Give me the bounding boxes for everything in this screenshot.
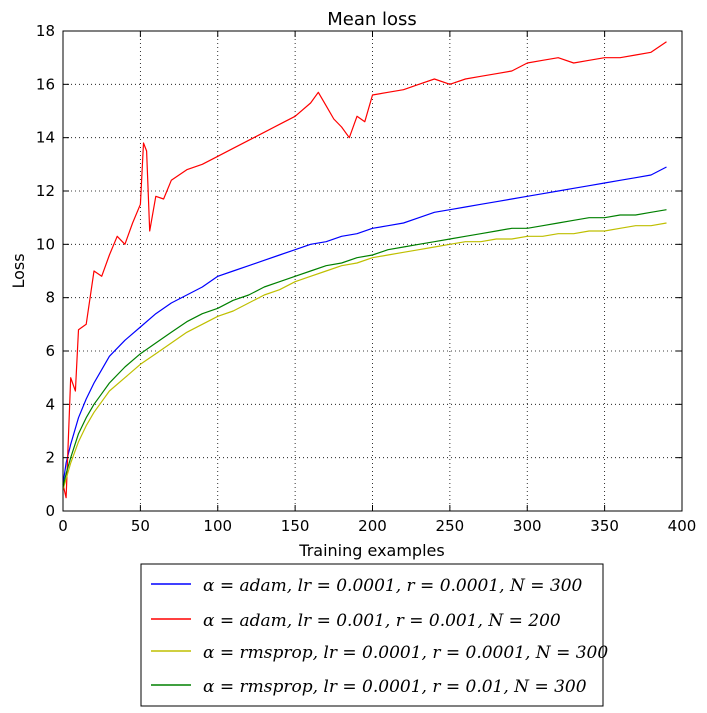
legend-box	[140, 563, 604, 707]
legend-label-1: α = adam, lr = 0.0001, r = 0.0001, N = 3…	[203, 576, 583, 596]
y-tick-label: 0	[45, 502, 55, 520]
y-tick-label: 6	[45, 342, 55, 360]
series-line-3	[62, 222, 667, 490]
x-tick-label: 50	[131, 517, 150, 535]
y-tick-label: 12	[36, 182, 55, 200]
chart-title: Mean loss	[327, 9, 417, 30]
x-tick-label: 0	[58, 517, 68, 535]
series-lines	[62, 41, 667, 499]
x-tick-label: 400	[668, 517, 697, 535]
y-tick-label: 4	[45, 395, 55, 413]
legend: α = adam, lr = 0.0001, r = 0.0001, N = 3…	[140, 563, 608, 707]
y-tick-label: 14	[36, 129, 55, 147]
x-tick-label: 250	[436, 517, 465, 535]
y-axis-label: Loss	[9, 253, 28, 288]
series-line-2	[62, 41, 667, 499]
x-axis-label: Training examples	[298, 541, 444, 560]
x-tick-label: 150	[281, 517, 310, 535]
y-tick-label: 16	[36, 75, 55, 93]
grid	[63, 31, 682, 511]
y-tick-label: 2	[45, 449, 55, 467]
axis-ticks: 0 50 100 150 200 250 300 350 400 0 2 4 6 8 10 12 14 16 18	[36, 22, 696, 535]
x-tick-label: 100	[203, 517, 232, 535]
y-tick-label: 8	[45, 289, 55, 307]
legend-label-3: α = rmsprop, lr = 0.0001, r = 0.0001, N …	[203, 643, 608, 663]
series-line-1	[62, 166, 667, 485]
legend-label-2: α = adam, lr = 0.001, r = 0.001, N = 200	[203, 611, 561, 631]
x-tick-label: 350	[590, 517, 619, 535]
series-line-4	[62, 209, 667, 488]
y-tick-label: 10	[36, 235, 55, 253]
y-tick-label: 18	[36, 22, 55, 40]
x-tick-label: 200	[358, 517, 387, 535]
legend-label-4: α = rmsprop, lr = 0.0001, r = 0.01, N = …	[203, 677, 587, 697]
x-tick-label: 300	[513, 517, 542, 535]
